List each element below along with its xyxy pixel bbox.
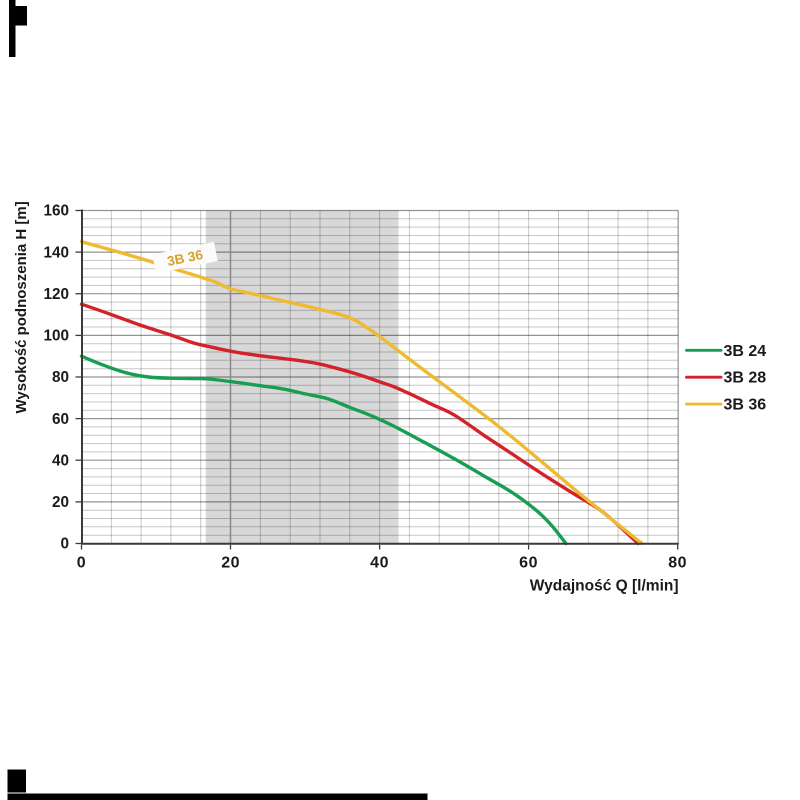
svg-text:20: 20 — [221, 555, 240, 572]
svg-text:3B 36: 3B 36 — [166, 247, 205, 269]
svg-text:100: 100 — [43, 328, 69, 345]
svg-text:80: 80 — [52, 369, 69, 386]
svg-text:Wydajność Q [l/min]: Wydajność Q [l/min] — [530, 578, 679, 595]
svg-text:60: 60 — [52, 411, 69, 428]
svg-text:3B 28: 3B 28 — [724, 370, 767, 387]
svg-text:40: 40 — [370, 555, 389, 572]
svg-text:3B 24: 3B 24 — [724, 343, 767, 360]
svg-text:160: 160 — [43, 203, 69, 220]
svg-text:60: 60 — [519, 555, 538, 572]
svg-text:80: 80 — [668, 555, 687, 572]
svg-text:3B 36: 3B 36 — [724, 397, 767, 414]
svg-text:140: 140 — [43, 244, 69, 261]
svg-text:120: 120 — [43, 286, 69, 303]
svg-text:40: 40 — [52, 452, 69, 469]
svg-text:0: 0 — [60, 536, 69, 553]
svg-text:Wysokość podnoszenia H [m]: Wysokość podnoszenia H [m] — [13, 201, 30, 413]
svg-text:20: 20 — [52, 494, 69, 511]
svg-text:0: 0 — [77, 555, 87, 572]
